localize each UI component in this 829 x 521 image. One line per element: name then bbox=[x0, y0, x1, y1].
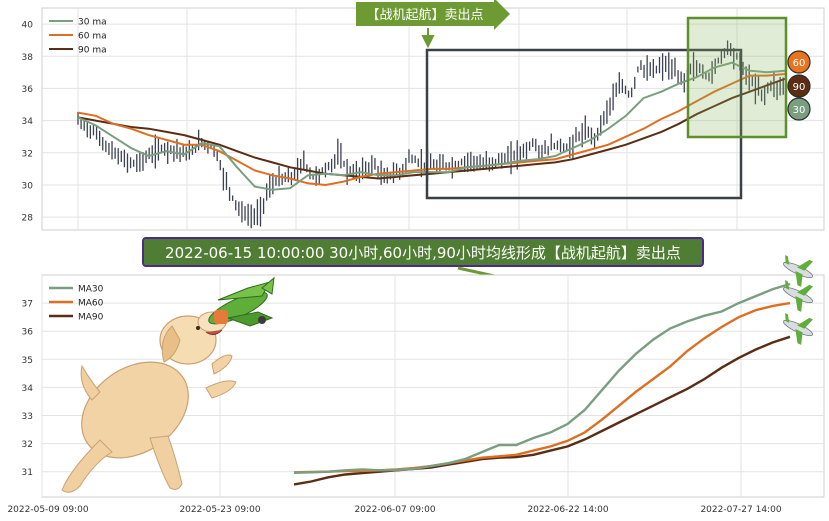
bottom-xtick-label: 2022-07-27 14:00 bbox=[700, 505, 781, 515]
bottom-ytick-label: 36 bbox=[22, 328, 34, 338]
bottom-xtick-label: 2022-06-22 14:00 bbox=[527, 505, 608, 515]
ma-badges: 60 90 30 bbox=[787, 50, 811, 121]
top-ytick-label: 30 bbox=[22, 181, 34, 191]
bottom-x-axis: 2022-05-09 09:00 2022-05-23 09:00 2022-06-… bbox=[7, 505, 781, 515]
airplane-icons bbox=[783, 255, 813, 345]
bottom-y-axis: 31 32 33 34 35 36 37 bbox=[22, 300, 34, 479]
top-ytick-label: 40 bbox=[22, 21, 34, 31]
ma-badge-label: 90 bbox=[793, 82, 806, 93]
down-arrow-icon bbox=[421, 28, 435, 49]
ma30-line bbox=[77, 61, 786, 191]
legend-label: MA60 bbox=[78, 299, 104, 309]
top-chart-panel: 28 30 32 34 36 38 40 30 ma 60 ma 90 ma 【战机起航】卖出点… bbox=[22, 0, 825, 231]
ma60-line bbox=[77, 73, 786, 187]
ma-badge bbox=[787, 74, 811, 98]
signal-range-box bbox=[425, 48, 743, 200]
bottom-legend: MA30 MA60 MA90 bbox=[49, 285, 104, 323]
bottom-ytick-label: 34 bbox=[22, 384, 34, 394]
legend-label: MA90 bbox=[78, 313, 104, 323]
dog-illustration bbox=[61, 311, 237, 493]
top-ytick-label: 36 bbox=[22, 85, 34, 95]
legend-label: MA30 bbox=[78, 285, 104, 295]
top-y-axis: 28 30 32 34 36 38 40 bbox=[22, 21, 34, 224]
top-ytick-label: 28 bbox=[22, 214, 34, 224]
highlight-zone bbox=[686, 16, 788, 139]
ma-badge-label: 30 bbox=[793, 105, 806, 116]
ma90-line bbox=[293, 335, 791, 486]
bottom-xtick-label: 2022-06-07 09:00 bbox=[354, 505, 435, 515]
bottom-ytick-label: 32 bbox=[22, 440, 33, 450]
ma30-line bbox=[293, 282, 791, 474]
signal-banner-text: 2022-06-15 10:00:00 30小时,60小时,90小时均线形成【战… bbox=[165, 244, 681, 262]
ma90-line bbox=[77, 77, 786, 180]
legend-label: 90 ma bbox=[78, 46, 107, 56]
airplane-icon-1 bbox=[783, 255, 813, 287]
bottom-ytick-label: 37 bbox=[22, 300, 33, 310]
signal-banner: 2022-06-15 10:00:00 30小时,60小时,90小时均线形成【战… bbox=[142, 237, 704, 289]
price-bars bbox=[77, 40, 784, 229]
ma-badge bbox=[787, 50, 811, 74]
top-signal-label-text: 【战机起航】卖出点 bbox=[366, 7, 483, 23]
bottom-xtick-label: 2022-05-23 09:00 bbox=[179, 505, 260, 515]
legend-label: 60 ma bbox=[78, 32, 107, 42]
bottom-ytick-label: 35 bbox=[22, 356, 33, 366]
top-ytick-label: 32 bbox=[22, 149, 33, 159]
top-legend: 30 ma 60 ma 90 ma bbox=[49, 18, 107, 56]
top-ytick-label: 38 bbox=[22, 53, 34, 63]
top-ma-lines bbox=[77, 61, 786, 191]
ma-badge-label: 60 bbox=[793, 58, 806, 69]
top-signal-label: 【战机起航】卖出点 bbox=[356, 0, 510, 49]
bottom-ytick-label: 33 bbox=[22, 412, 33, 422]
airplane-icon-2 bbox=[783, 280, 813, 312]
bottom-ytick-label: 31 bbox=[22, 468, 33, 478]
bottom-ma-lines bbox=[293, 282, 791, 486]
top-ytick-label: 34 bbox=[22, 117, 34, 127]
ma-badge bbox=[787, 97, 811, 121]
bottom-xtick-label: 2022-05-09 09:00 bbox=[7, 505, 88, 515]
toy-airplane-icon bbox=[208, 276, 275, 327]
airplane-icon-3 bbox=[783, 313, 813, 345]
legend-label: 30 ma bbox=[78, 18, 107, 28]
